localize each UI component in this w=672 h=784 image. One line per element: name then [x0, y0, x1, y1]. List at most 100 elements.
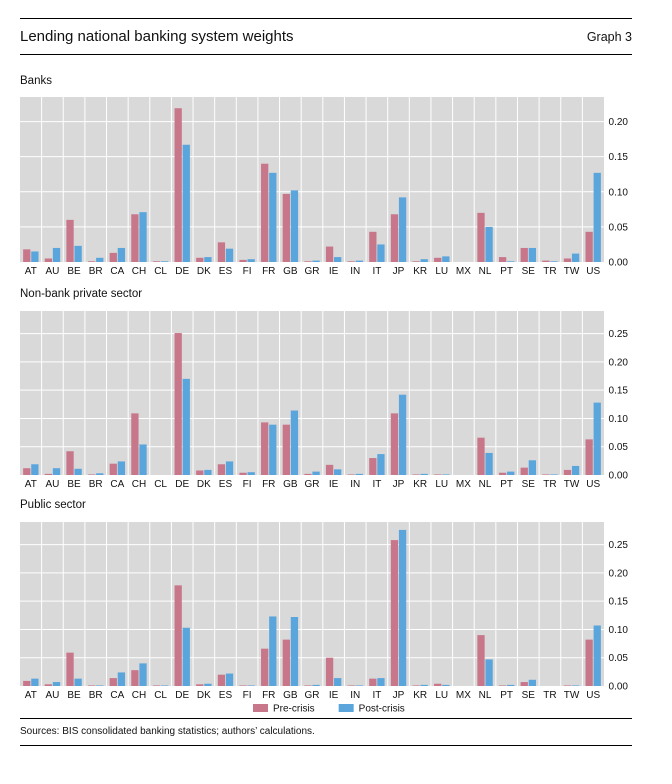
bar-post-crisis-dk	[204, 469, 212, 475]
x-tick-label: KR	[413, 690, 427, 701]
x-tick-label: JP	[393, 479, 405, 490]
x-tick-label: IE	[329, 479, 339, 490]
bar-pre-crisis-at	[23, 249, 31, 262]
top-rule	[20, 18, 632, 19]
plot-background	[20, 311, 604, 475]
bar-pre-crisis-be	[66, 652, 74, 686]
bar-post-crisis-dk	[204, 683, 212, 686]
x-tick-label: IN	[350, 266, 360, 277]
x-tick-label: CA	[110, 690, 124, 701]
bar-pre-crisis-us	[585, 231, 593, 262]
x-tick-label: FR	[262, 690, 275, 701]
bar-pre-crisis-de	[174, 108, 182, 262]
bar-post-crisis-in	[355, 685, 363, 686]
bar-pre-crisis-gb	[282, 639, 290, 686]
y-tick-label: 0.05	[609, 442, 629, 453]
bar-pre-crisis-fi	[239, 259, 247, 262]
bar-pre-crisis-lu	[434, 257, 442, 262]
bar-post-crisis-ie	[334, 257, 342, 262]
bar-pre-crisis-us	[585, 639, 593, 686]
bar-pre-crisis-fr	[261, 422, 269, 475]
x-tick-label: DK	[197, 479, 211, 490]
x-tick-label: AU	[45, 479, 59, 490]
x-tick-label: DK	[197, 266, 211, 277]
x-tick-label: GR	[305, 479, 320, 490]
bar-post-crisis-gr	[312, 260, 320, 262]
x-tick-label: GR	[305, 690, 320, 701]
bar-pre-crisis-gb	[282, 424, 290, 475]
bar-pre-crisis-ie	[325, 246, 334, 262]
panel-title: Public sector	[20, 499, 86, 511]
bar-post-crisis-kr	[420, 259, 428, 262]
bar-pre-crisis-ca	[109, 678, 117, 686]
bar-pre-crisis-au	[44, 473, 53, 475]
bar-post-crisis-fr	[269, 424, 277, 475]
bar-pre-crisis-jp	[390, 413, 399, 475]
panel-title: Non-bank private sector	[20, 288, 142, 300]
x-tick-label: AT	[25, 690, 37, 701]
bar-pre-crisis-br	[88, 685, 96, 686]
bar-post-crisis-gr	[312, 471, 320, 475]
bar-pre-crisis-tw	[563, 469, 572, 475]
x-tick-label: DE	[175, 690, 189, 701]
bar-post-crisis-gb	[290, 190, 299, 262]
legend-label-post-crisis: Post-crisis	[359, 704, 405, 715]
x-tick-label: GB	[283, 266, 298, 277]
bar-pre-crisis-gr	[304, 473, 312, 475]
y-tick-label: 0.15	[609, 152, 629, 163]
x-tick-label: AU	[45, 266, 59, 277]
y-tick-label: 0.25	[609, 329, 629, 340]
bar-post-crisis-nl	[485, 452, 493, 475]
bar-pre-crisis-de	[174, 585, 182, 686]
bar-post-crisis-lu	[442, 256, 450, 262]
bar-pre-crisis-ca	[109, 252, 117, 262]
x-tick-label: TR	[543, 266, 556, 277]
x-tick-label: ES	[219, 479, 233, 490]
bar-pre-crisis-ch	[131, 413, 139, 475]
bar-post-crisis-fr	[269, 172, 277, 262]
x-tick-label: GB	[283, 690, 298, 701]
bar-post-crisis-gb	[290, 617, 299, 686]
x-tick-label: CA	[110, 479, 124, 490]
x-tick-label: US	[586, 479, 600, 490]
bar-post-crisis-nl	[485, 659, 493, 686]
x-tick-label: FI	[243, 479, 252, 490]
bar-post-crisis-tw	[571, 465, 580, 475]
bar-pre-crisis-jp	[390, 540, 399, 686]
bar-post-crisis-it	[377, 454, 385, 475]
bar-post-crisis-lu	[442, 474, 450, 475]
sources-note: Sources: BIS consolidated banking statis…	[20, 726, 315, 737]
x-tick-label: CH	[132, 479, 146, 490]
x-tick-label: NL	[479, 479, 492, 490]
x-tick-label: PT	[500, 690, 513, 701]
bar-pre-crisis-lu	[434, 474, 442, 475]
x-tick-label: CH	[132, 266, 146, 277]
bar-post-crisis-kr	[420, 473, 428, 475]
bar-post-crisis-at	[31, 251, 39, 262]
x-tick-label: SE	[522, 479, 536, 490]
x-tick-label: JP	[393, 266, 405, 277]
x-tick-label: US	[586, 690, 600, 701]
bar-post-crisis-jp	[398, 197, 407, 262]
y-tick-label: 0.25	[609, 540, 629, 551]
x-tick-label: BE	[67, 690, 81, 701]
bar-pre-crisis-se	[520, 467, 528, 475]
x-tick-label: LU	[435, 479, 448, 490]
y-tick-label: 0.15	[609, 386, 629, 397]
bar-pre-crisis-nl	[477, 212, 485, 262]
bar-post-crisis-br	[96, 473, 104, 475]
bar-pre-crisis-ch	[131, 214, 139, 262]
legend-swatch-pre-crisis	[253, 704, 268, 712]
bar-pre-crisis-ca	[109, 463, 117, 475]
x-tick-label: MX	[456, 690, 471, 701]
bar-pre-crisis-au	[44, 258, 53, 262]
x-tick-label: GR	[305, 266, 320, 277]
x-tick-label: AT	[25, 266, 37, 277]
x-tick-label: FR	[262, 479, 275, 490]
bar-pre-crisis-ie	[325, 657, 334, 686]
bar-post-crisis-de	[182, 144, 190, 262]
x-tick-label: AT	[25, 479, 37, 490]
x-tick-label: TW	[564, 266, 580, 277]
bar-pre-crisis-fi	[239, 472, 247, 475]
